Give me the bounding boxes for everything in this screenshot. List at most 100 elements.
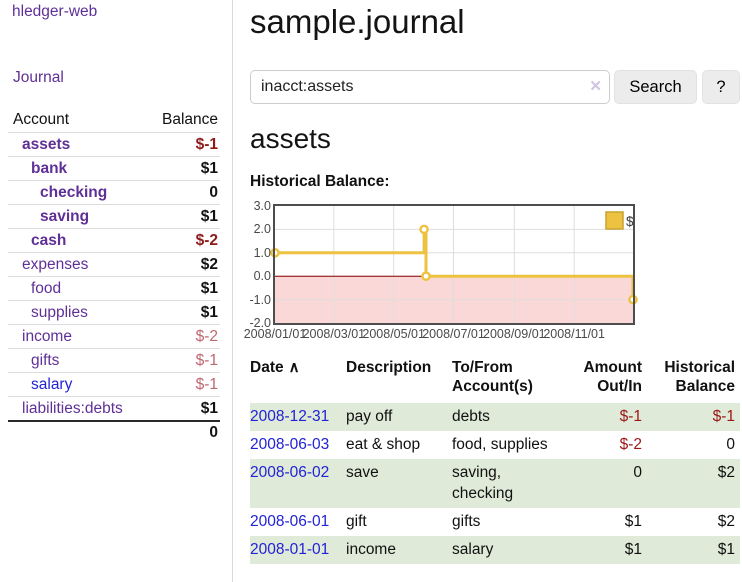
- y-axis-tick-label: 0.0: [253, 269, 271, 284]
- register-col-description: Description: [346, 359, 432, 376]
- amount-cell: $-2: [619, 436, 642, 453]
- account-balance: $1: [200, 399, 218, 417]
- x-axis-tick-label: 2008/05/01: [362, 327, 425, 341]
- account-link[interactable]: saving: [40, 207, 90, 225]
- register-col-date[interactable]: Date ∧: [250, 359, 300, 376]
- account-balance: $1: [200, 303, 218, 321]
- chart-title: Historical Balance:: [250, 173, 390, 190]
- account-link[interactable]: bank: [31, 159, 68, 177]
- balance-column-header: Balance: [161, 111, 218, 128]
- transaction-date-link[interactable]: 2008-06-02: [250, 464, 330, 481]
- account-link[interactable]: checking: [40, 183, 108, 201]
- date-cell: 2008-06-03: [250, 431, 346, 459]
- accounts-cell: gifts: [452, 513, 481, 530]
- account-row: income $-2: [8, 324, 220, 348]
- x-axis-tick-label: 2008/11/01: [543, 327, 605, 341]
- account-rows: assets $-1 bank $1 checking 0 saving $1 cash $-2 e…: [8, 132, 220, 420]
- transaction-date-link[interactable]: 2008-01-01: [250, 541, 330, 558]
- balance-cell: $2: [717, 513, 735, 530]
- y-axis-tick-label: 2.0: [253, 222, 271, 237]
- account-link[interactable]: cash: [31, 231, 67, 249]
- sidebar-item-journal[interactable]: Journal: [13, 69, 64, 86]
- balance-cell: $-1: [712, 408, 735, 425]
- accounts-cell: food, supplies: [452, 436, 548, 453]
- account-balance: $1: [200, 207, 218, 225]
- accounts-table: Account Balance assets $-1 bank $1 checking 0…: [8, 108, 220, 444]
- x-axis-tick-label: 2008/09/01: [483, 327, 546, 341]
- description-cell: income: [346, 541, 396, 558]
- accounts-cell: salary: [452, 541, 494, 558]
- legend-swatch: [605, 211, 624, 230]
- account-row: saving $1: [8, 204, 220, 228]
- historical-balance-chart: $3.0 2.0 1.0 0.0 -1.0 -2.0 2008/01/01 2008/03/0…: [244, 199, 742, 346]
- amount-cell: $-1: [619, 408, 642, 425]
- account-column-header: Account: [13, 111, 70, 128]
- account-row: assets $-1: [8, 132, 220, 156]
- account-link[interactable]: expenses: [22, 255, 89, 273]
- page-title: sample.journal: [250, 3, 465, 40]
- balance-cell: 0: [726, 436, 735, 453]
- sidebar: hledger-web Journal Account Balance asse…: [0, 0, 233, 582]
- search-input[interactable]: [250, 70, 610, 104]
- account-title: assets: [250, 123, 331, 154]
- account-row: checking 0: [8, 180, 220, 204]
- search-button[interactable]: Search: [614, 70, 697, 104]
- account-balance: 0: [209, 183, 218, 201]
- y-axis-tick-label: 1.0: [253, 245, 271, 260]
- sort-asc-icon: ∧: [288, 359, 300, 376]
- search-input-wrap: ✕: [250, 70, 610, 104]
- date-cell: 2008-06-01: [250, 508, 346, 536]
- account-balance: $2: [200, 255, 218, 273]
- account-balance: $-1: [195, 351, 218, 369]
- account-balance: $-1: [195, 375, 218, 393]
- description-cell: save: [346, 464, 379, 481]
- account-link[interactable]: gifts: [31, 351, 60, 369]
- transaction-date-link[interactable]: 2008-12-31: [250, 408, 330, 425]
- register-col-amount: Amount Out/In: [583, 359, 642, 395]
- date-cell: 2008-12-31: [250, 403, 346, 431]
- account-balance: $-2: [195, 327, 218, 345]
- register-rows: 2008-12-31 pay off debts $-1 $-1 2008-06-03 ea…: [250, 403, 740, 564]
- accounts-table-header: Account Balance: [8, 108, 220, 132]
- account-row: food $1: [8, 276, 220, 300]
- register-row: 2008-01-01 income salary $1 $1: [250, 536, 740, 564]
- chart-canvas: $: [270, 204, 638, 325]
- y-axis-tick-label: -2.0: [249, 316, 271, 330]
- legend-label: $: [626, 214, 634, 229]
- account-link[interactable]: food: [31, 279, 62, 297]
- account-balance: $-2: [195, 231, 218, 249]
- account-link[interactable]: salary: [31, 375, 73, 393]
- help-button[interactable]: ?: [702, 70, 740, 104]
- total-row: 0: [8, 420, 220, 444]
- data-point-marker: [421, 271, 431, 281]
- balance-cell: $2: [717, 464, 735, 481]
- transaction-date-link[interactable]: 2008-06-01: [250, 513, 330, 530]
- account-link[interactable]: liabilities:debts: [22, 399, 123, 417]
- main-content: sample.journal ✕ Search ? assets Histori…: [244, 0, 742, 582]
- y-axis-tick-label: -1.0: [249, 292, 271, 307]
- register-table: Date ∧ Description To/From Account(s) Amo…: [250, 358, 740, 564]
- account-link[interactable]: income: [22, 327, 72, 345]
- brand-link[interactable]: hledger-web: [12, 3, 98, 20]
- register-col-accounts: To/From Account(s): [452, 359, 533, 395]
- total-balance: 0: [209, 424, 218, 441]
- amount-cell: $1: [624, 541, 642, 558]
- amount-cell: $1: [624, 513, 642, 530]
- account-link[interactable]: assets: [22, 135, 71, 153]
- account-row: liabilities:debts $1: [8, 396, 220, 420]
- account-balance: $-1: [195, 135, 218, 153]
- description-cell: pay off: [346, 408, 393, 425]
- description-cell: eat & shop: [346, 436, 421, 453]
- account-row: salary $-1: [8, 372, 220, 396]
- register-header-row: Date ∧ Description To/From Account(s) Amo…: [250, 358, 740, 403]
- clear-search-icon[interactable]: ✕: [589, 78, 602, 95]
- account-link[interactable]: supplies: [31, 303, 88, 321]
- transaction-date-link[interactable]: 2008-06-03: [250, 436, 330, 453]
- y-axis-tick-label: 3.0: [253, 199, 271, 213]
- register-col-balance: Historical Balance: [664, 359, 735, 395]
- balance-cell: $1: [717, 541, 735, 558]
- account-row: expenses $2: [8, 252, 220, 276]
- accounts-cell: debts: [452, 408, 490, 425]
- data-point-marker: [419, 224, 429, 235]
